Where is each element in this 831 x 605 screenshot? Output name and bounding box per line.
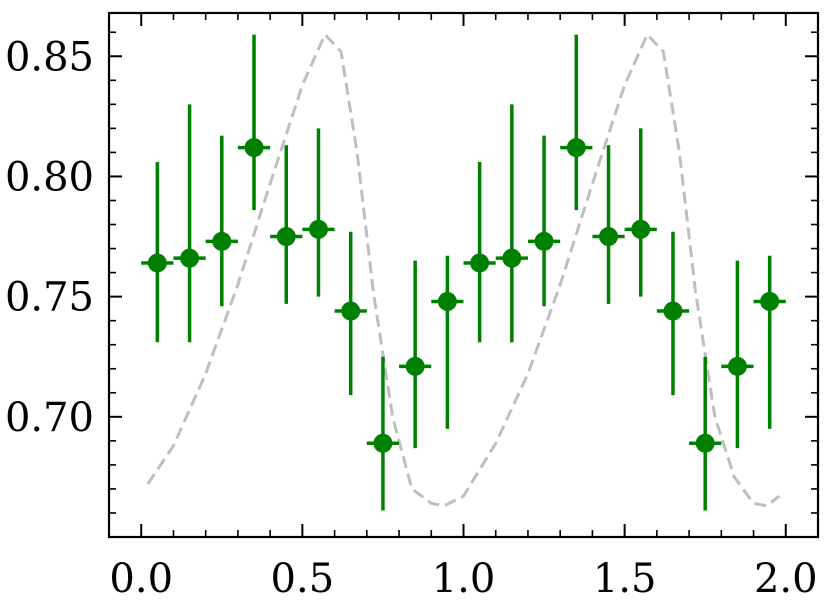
point-marker — [663, 301, 683, 321]
point-marker — [599, 227, 619, 247]
data-point — [656, 231, 690, 396]
data-point — [689, 356, 722, 511]
point-marker — [405, 356, 425, 376]
point-marker — [276, 227, 296, 247]
point-marker — [180, 248, 200, 268]
data-point — [753, 255, 786, 429]
point-marker — [695, 433, 715, 453]
y-tick-label: 0.80 — [5, 154, 94, 200]
data-point — [399, 260, 432, 449]
point-marker — [502, 248, 522, 268]
data-point — [237, 34, 271, 211]
point-marker — [308, 219, 328, 239]
point-marker — [760, 291, 780, 311]
data-point — [431, 255, 464, 429]
data-point — [366, 356, 400, 511]
y-tick-label: 0.75 — [5, 275, 94, 321]
errorbar-points-layer — [141, 34, 786, 511]
point-marker — [373, 433, 393, 453]
data-point — [141, 162, 174, 343]
y-tick-label: 0.85 — [5, 34, 94, 80]
data-point — [173, 104, 206, 343]
point-marker — [470, 253, 490, 273]
point-marker — [631, 219, 651, 239]
point-marker — [727, 356, 747, 376]
data-point — [463, 162, 496, 343]
point-marker — [147, 253, 167, 273]
data-point — [270, 145, 303, 304]
axes: 0.0 0.5 1.0 1.5 2.0 0.70 0.75 0.80 0.85 — [5, 11, 820, 602]
data-point — [205, 135, 238, 307]
point-marker — [341, 301, 361, 321]
data-point — [592, 145, 625, 304]
point-marker — [566, 138, 586, 158]
y-tick-label: 0.70 — [5, 395, 94, 441]
data-point — [495, 104, 528, 343]
x-tick-label: 0.5 — [271, 556, 335, 602]
point-marker — [534, 231, 554, 251]
data-point — [302, 128, 335, 297]
data-point — [624, 128, 657, 297]
point-marker — [437, 291, 457, 311]
point-marker — [212, 231, 232, 251]
data-point — [527, 135, 561, 307]
data-point — [334, 231, 367, 396]
x-tick-label: 1.5 — [593, 556, 657, 602]
data-point — [721, 260, 754, 449]
model-curve-layer — [146, 31, 781, 508]
point-marker — [244, 138, 264, 158]
x-tick-label: 2.0 — [754, 556, 818, 602]
data-point — [560, 34, 593, 211]
model-curve — [146, 31, 781, 508]
x-tick-label: 1.0 — [432, 556, 496, 602]
x-tick-label: 0.0 — [109, 556, 173, 602]
plot-frame — [107, 11, 820, 539]
